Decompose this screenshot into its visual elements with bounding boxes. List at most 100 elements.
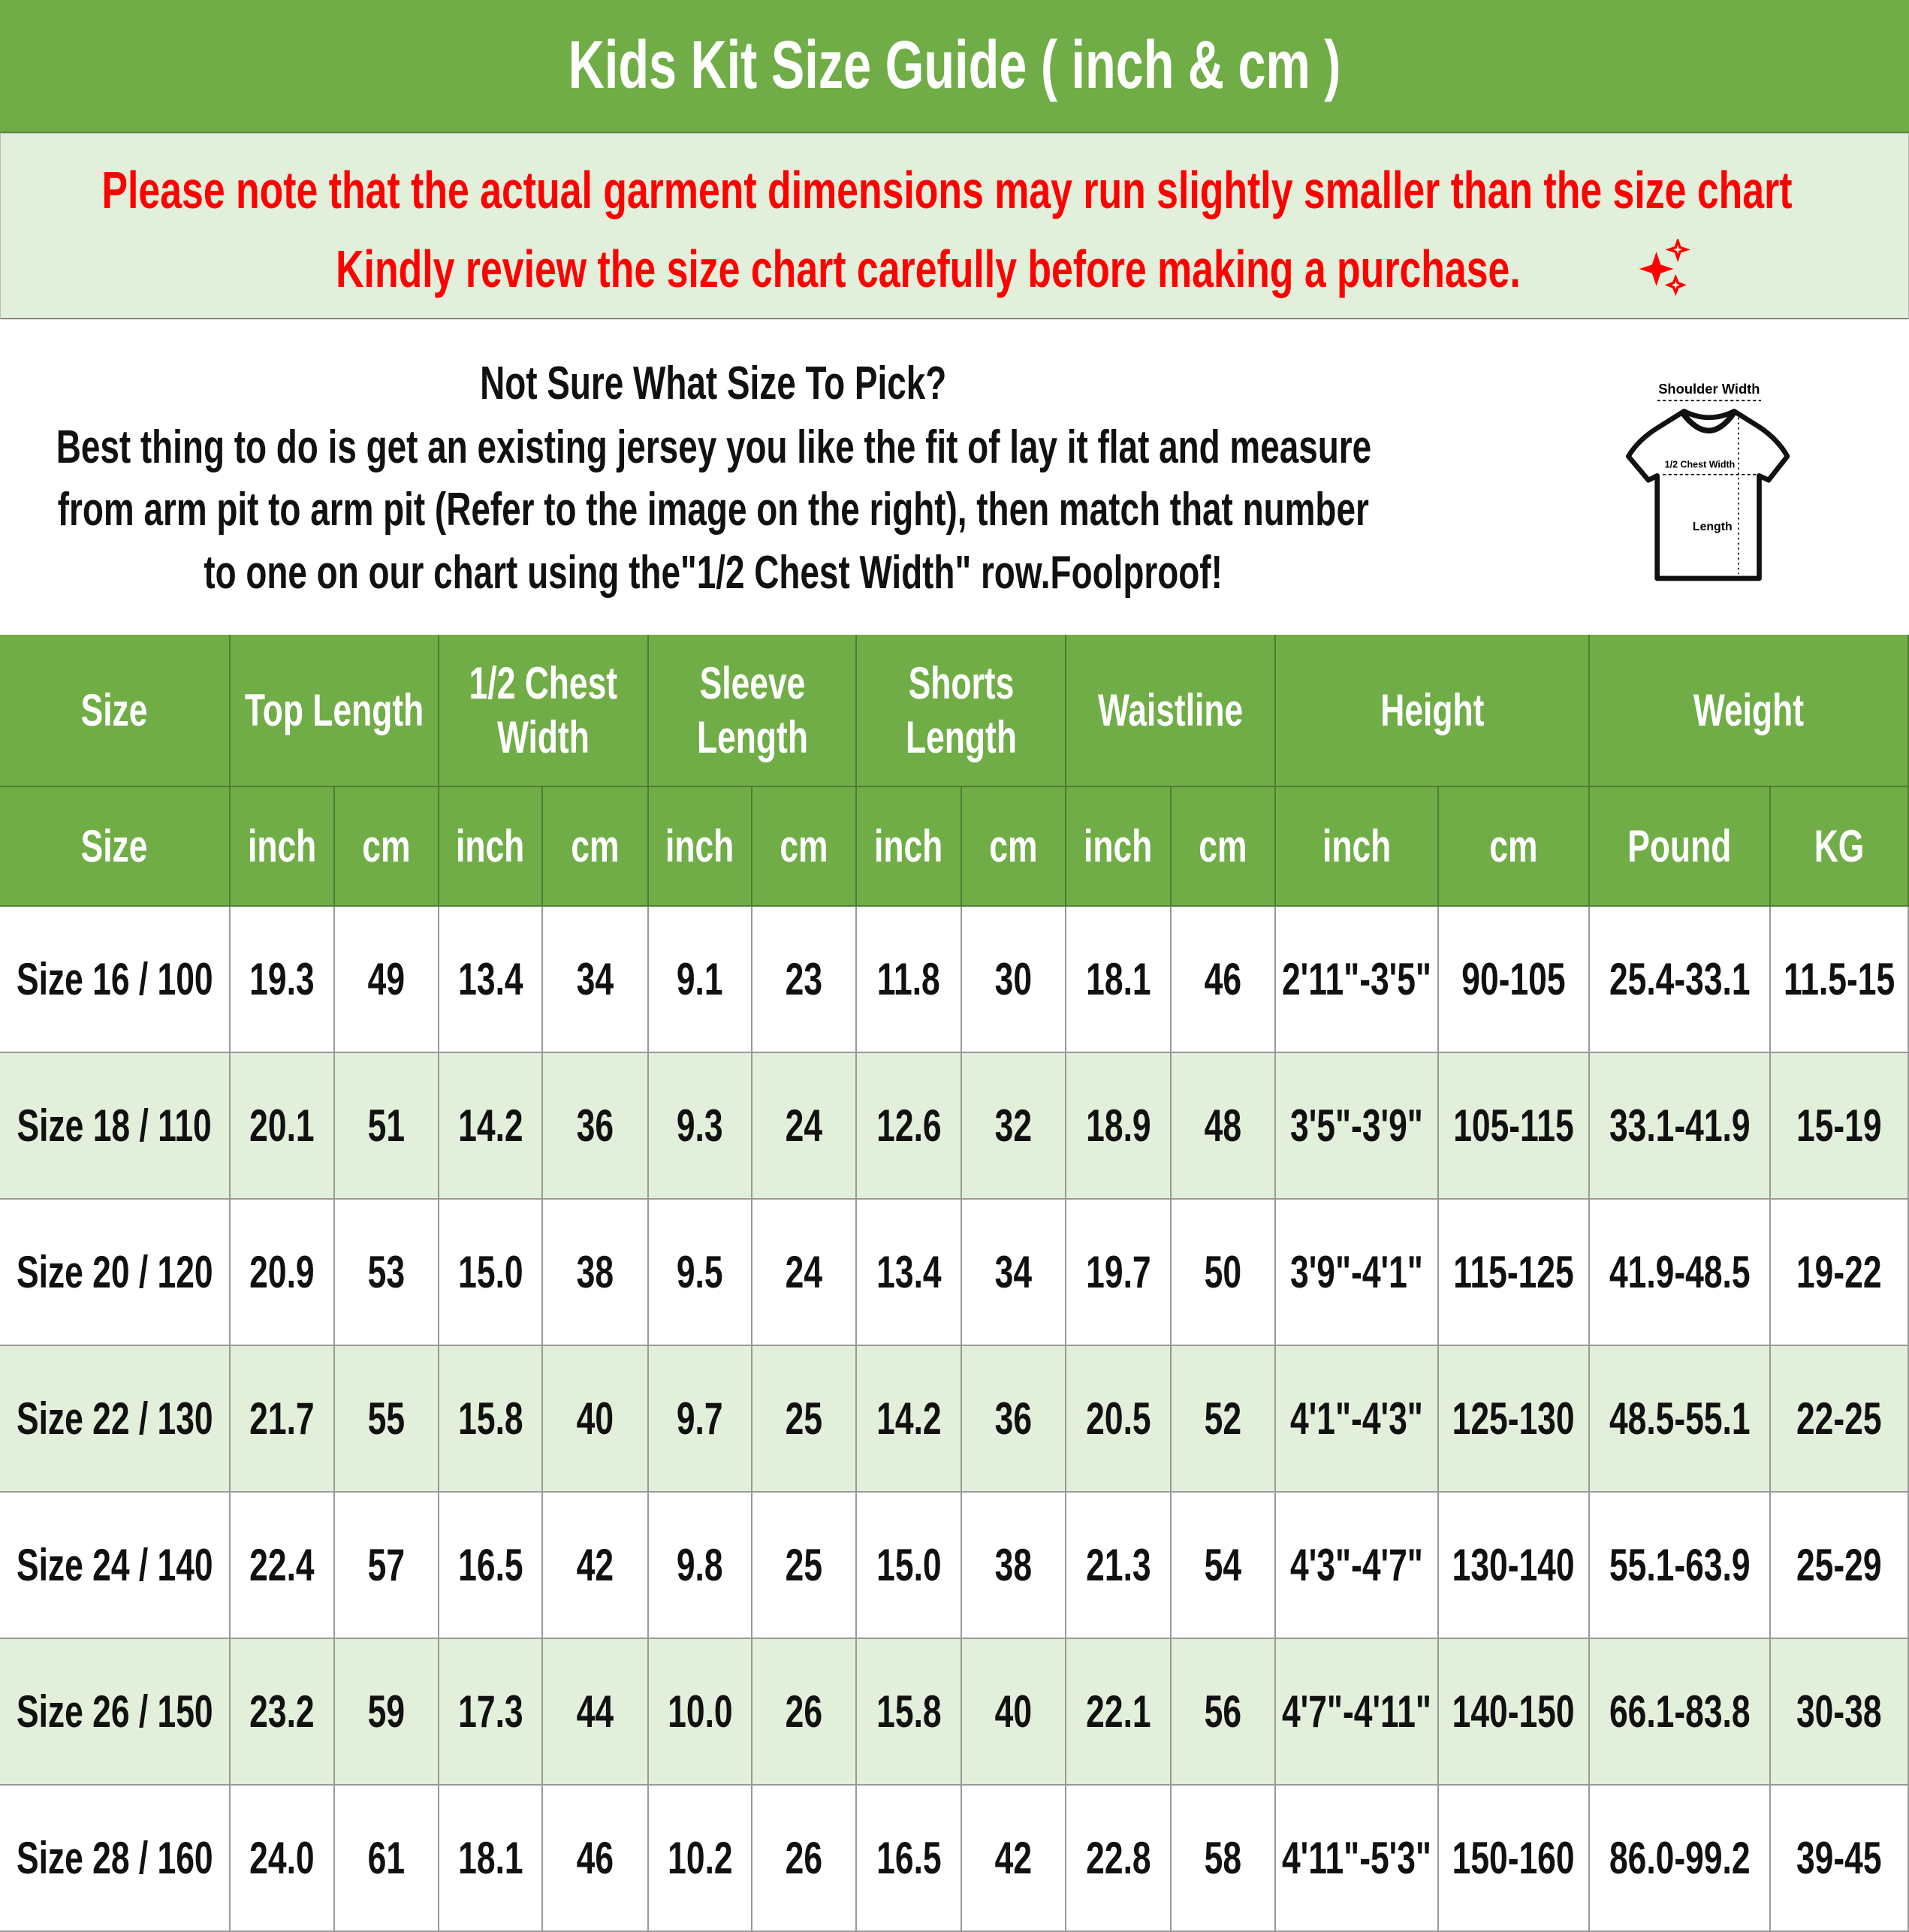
unit-header: Pound (1590, 787, 1771, 907)
size-label-cell-text: Size 28 / 160 (16, 1832, 213, 1883)
unit-header-text: inch (247, 820, 317, 871)
unit-header: inch (857, 787, 962, 907)
help-heading: Not Sure What Size To Pick? (480, 358, 947, 409)
table-cell: 9.1 (649, 907, 752, 1053)
help-text-line: to one on our chart using the"1/2 Chest … (204, 547, 1223, 599)
table-cell: 15.0 (439, 1200, 543, 1346)
table-cell-text: 9.3 (677, 1100, 723, 1151)
column-group-header: Shorts Length (857, 635, 1066, 787)
table-cell-text: 19.7 (1085, 1246, 1151, 1297)
table-cell-text: 23 (785, 953, 823, 1004)
table-cell-text: 4'3"-4'7" (1290, 1539, 1423, 1590)
unit-header: KG (1771, 787, 1909, 907)
table-cell-text: 50 (1204, 1246, 1242, 1297)
table-cell-text: 51 (367, 1100, 406, 1151)
unit-header-text: cm (989, 820, 1038, 871)
unit-header-text: cm (780, 820, 828, 871)
size-label-cell-text: Size 18 / 110 (17, 1100, 213, 1151)
table-cell: 15.0 (857, 1493, 962, 1639)
table-cell-text: 36 (994, 1393, 1033, 1444)
table-cell-text: 22.8 (1085, 1832, 1151, 1883)
table-cell-text: 125-130 (1452, 1393, 1575, 1444)
table-cell-text: 42 (994, 1832, 1033, 1883)
table-cell: 52 (1172, 1346, 1276, 1493)
table-cell: 20.1 (231, 1053, 335, 1200)
table-cell-text: 130-140 (1452, 1539, 1575, 1590)
table-cell: 44 (543, 1639, 649, 1786)
table-cell: 49 (335, 907, 439, 1053)
table-cell: 25-29 (1771, 1493, 1909, 1639)
table-cell: 36 (543, 1053, 649, 1200)
table-cell: 26 (752, 1786, 857, 1932)
table-cell-text: 38 (576, 1246, 614, 1297)
table-cell-text: 46 (576, 1832, 614, 1883)
table-cell: 24 (752, 1200, 857, 1346)
table-cell-text: 13.4 (876, 1246, 942, 1297)
table-cell-text: 4'11"-5'3" (1281, 1832, 1432, 1883)
table-cell: 3'5"-3'9" (1276, 1053, 1439, 1200)
table-cell-text: 25 (785, 1393, 823, 1444)
table-cell-text: 23.2 (249, 1686, 315, 1737)
table-cell: 9.7 (649, 1346, 752, 1493)
table-cell: 2'11"-3'5" (1276, 907, 1439, 1053)
table-cell-text: 36 (576, 1100, 614, 1151)
table-cell: 26 (752, 1639, 857, 1786)
table-cell-text: 34 (576, 953, 614, 1004)
table-cell: 34 (543, 907, 649, 1053)
table-cell-text: 41.9-48.5 (1609, 1246, 1751, 1297)
table-cell: 130-140 (1439, 1493, 1590, 1639)
table-cell-text: 34 (994, 1246, 1033, 1297)
table-cell-text: 3'5"-3'9" (1290, 1100, 1423, 1151)
unit-header-text: cm (571, 820, 620, 871)
table-cell-text: 15.8 (876, 1686, 942, 1737)
table-cell: 18.9 (1066, 1053, 1172, 1200)
table-cell: 24 (752, 1053, 857, 1200)
table-cell: 11.5-15 (1771, 907, 1909, 1053)
column-group-header: 1/2 Chest Width (439, 635, 649, 787)
table-cell-text: 56 (1204, 1686, 1242, 1737)
table-cell-text: 10.0 (667, 1686, 733, 1737)
table-cell-text: 20.9 (249, 1246, 315, 1297)
table-cell-text: 11.8 (877, 953, 940, 1004)
size-table: Size Top Length 1/2 Chest Width Sleeve Leng… (0, 635, 1909, 1932)
table-cell-text: 4'7"-4'11" (1281, 1686, 1432, 1737)
table-cell: 15.8 (857, 1639, 962, 1786)
table-cell: 125-130 (1439, 1346, 1590, 1493)
table-cell: 10.0 (649, 1639, 752, 1786)
table-cell: 22-25 (1771, 1346, 1909, 1493)
unit-header: inch (439, 787, 543, 907)
table-cell: 58 (1172, 1786, 1276, 1932)
size-help-section: Not Sure What Size To Pick? Best thing t… (0, 319, 1909, 635)
table-cell: 21.7 (231, 1346, 335, 1493)
size-label-cell-text: Size 20 / 120 (16, 1246, 213, 1297)
table-cell-text: 44 (576, 1686, 614, 1737)
table-cell: 40 (543, 1346, 649, 1493)
table-cell: 36 (962, 1346, 1066, 1493)
table-cell: 24.0 (231, 1786, 335, 1932)
unit-header: Size (0, 787, 231, 907)
table-cell: 30-38 (1771, 1639, 1909, 1786)
table-cell: 41.9-48.5 (1590, 1200, 1771, 1346)
chest-width-label: 1/2 Chest Width (1665, 460, 1736, 470)
table-cell-text: 55 (367, 1393, 406, 1444)
size-label-cell: Size 22 / 130 (0, 1346, 231, 1493)
table-cell-text: 59 (367, 1686, 406, 1737)
tshirt-measurement-diagram: Shoulder Width 1/2 Chest Width Length (1626, 381, 1790, 581)
table-cell: 25 (752, 1346, 857, 1493)
table-cell: 38 (962, 1493, 1066, 1639)
table-cell-text: 10.2 (667, 1832, 733, 1883)
table-cell: 150-160 (1439, 1786, 1590, 1932)
table-cell-text: 17.3 (457, 1686, 523, 1737)
table-cell-text: 33.1-41.9 (1609, 1100, 1751, 1151)
size-label-cell: Size 16 / 100 (0, 907, 231, 1053)
table-cell: 39-45 (1771, 1786, 1909, 1932)
table-cell: 40 (962, 1639, 1066, 1786)
table-cell: 12.6 (857, 1053, 962, 1200)
notice-line-2: Kindly review the size chart carefully b… (1, 235, 1908, 303)
table-cell-text: 20.1 (249, 1100, 315, 1151)
unit-header-text: KG (1814, 820, 1865, 871)
table-cell: 34 (962, 1200, 1066, 1346)
column-group-header-text: Weight (1693, 684, 1805, 735)
table-cell-text: 105-115 (1453, 1100, 1574, 1151)
table-cell: 21.3 (1066, 1493, 1172, 1639)
